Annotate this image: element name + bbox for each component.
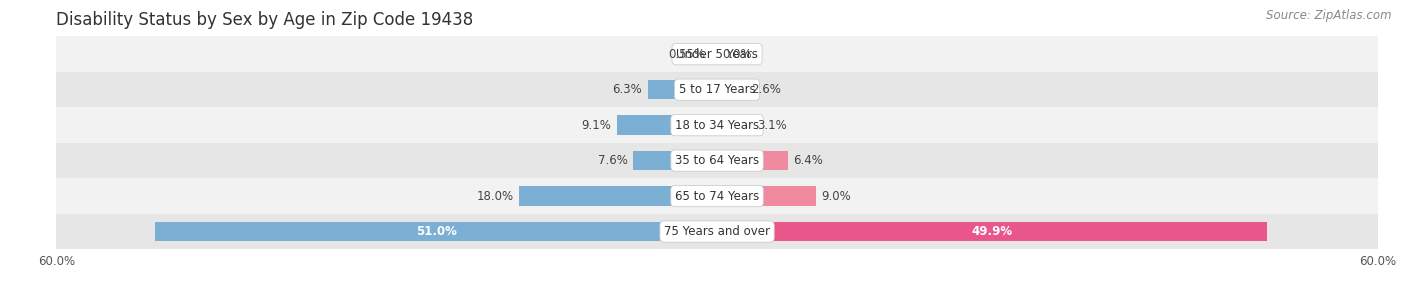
Bar xyxy=(56,36,1378,72)
Text: 3.1%: 3.1% xyxy=(756,119,786,132)
Bar xyxy=(56,72,1378,107)
Bar xyxy=(56,107,1378,143)
Bar xyxy=(717,80,745,99)
Text: 0.0%: 0.0% xyxy=(723,48,752,61)
Text: 49.9%: 49.9% xyxy=(972,225,1012,238)
Text: 51.0%: 51.0% xyxy=(416,225,457,238)
Legend: Male, Female: Male, Female xyxy=(655,302,779,304)
Bar xyxy=(56,178,1378,214)
Text: Disability Status by Sex by Age in Zip Code 19438: Disability Status by Sex by Age in Zip C… xyxy=(56,11,474,29)
Bar xyxy=(648,80,717,99)
Text: 65 to 74 Years: 65 to 74 Years xyxy=(675,190,759,202)
Text: 0.55%: 0.55% xyxy=(668,48,706,61)
Text: 75 Years and over: 75 Years and over xyxy=(664,225,770,238)
Text: 5 to 17 Years: 5 to 17 Years xyxy=(679,83,755,96)
Bar xyxy=(711,44,717,64)
Text: 6.3%: 6.3% xyxy=(613,83,643,96)
Bar xyxy=(717,151,787,170)
Text: Source: ZipAtlas.com: Source: ZipAtlas.com xyxy=(1267,9,1392,22)
Text: 2.6%: 2.6% xyxy=(751,83,782,96)
Bar xyxy=(717,116,751,135)
Text: 18 to 34 Years: 18 to 34 Years xyxy=(675,119,759,132)
Text: 6.4%: 6.4% xyxy=(793,154,823,167)
Bar xyxy=(56,214,1378,249)
Text: 7.6%: 7.6% xyxy=(598,154,628,167)
Bar xyxy=(633,151,717,170)
Bar xyxy=(156,222,717,241)
Text: 9.0%: 9.0% xyxy=(821,190,852,202)
Bar xyxy=(717,186,815,206)
Text: 18.0%: 18.0% xyxy=(477,190,513,202)
Text: 9.1%: 9.1% xyxy=(582,119,612,132)
Bar xyxy=(56,143,1378,178)
Bar xyxy=(617,116,717,135)
Bar xyxy=(519,186,717,206)
Text: Under 5 Years: Under 5 Years xyxy=(676,48,758,61)
Bar xyxy=(717,222,1267,241)
Text: 35 to 64 Years: 35 to 64 Years xyxy=(675,154,759,167)
